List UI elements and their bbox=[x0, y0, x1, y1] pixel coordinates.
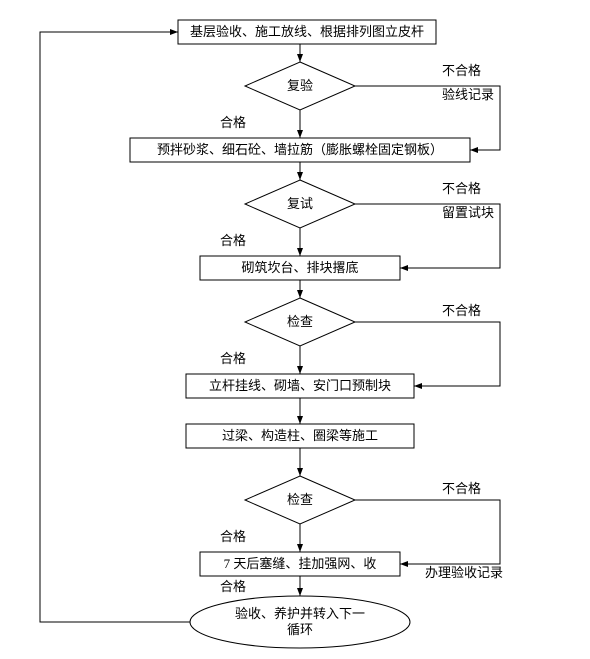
process-label-n4: 立杆挂线、砌墙、安门口预制块 bbox=[209, 378, 391, 393]
edge-label-e14: 合格 bbox=[220, 579, 246, 594]
terminator-label2-n7: 循环 bbox=[287, 622, 313, 637]
decision-label-d2: 复试 bbox=[287, 196, 313, 211]
decision-label-d4: 检查 bbox=[287, 492, 313, 507]
edge-label-e9: 不合格 bbox=[442, 303, 481, 318]
edge-label2-e6: 留置试块 bbox=[442, 205, 494, 220]
terminator-label1-n7: 验收、养护并转入下一 bbox=[235, 606, 365, 621]
decision-label-d1: 复验 bbox=[287, 78, 313, 93]
process-label-n2: 预拌砂浆、细石砼、墙拉筋（膨胀螺栓固定钢板） bbox=[157, 142, 443, 157]
process-label-n5: 过梁、构造柱、圈梁等施工 bbox=[222, 428, 378, 443]
edge-label-e8: 合格 bbox=[220, 351, 246, 366]
edge-label2-e3: 验线记录 bbox=[442, 87, 494, 102]
edge-label-e3: 不合格 bbox=[442, 63, 481, 78]
edge-label2-e13: 办理验收记录 bbox=[425, 565, 503, 580]
edge-label-e2: 合格 bbox=[220, 115, 246, 130]
edge-label-e6: 不合格 bbox=[442, 181, 481, 196]
process-label-n6: 7 天后塞缝、挂加强网、收 bbox=[224, 556, 377, 571]
decision-label-d3: 检查 bbox=[287, 314, 313, 329]
process-label-n3: 砌筑坎台、排块撂底 bbox=[241, 260, 358, 275]
edge-e15 bbox=[40, 32, 190, 622]
flowchart-canvas: 基层验收、施工放线、根据排列图立皮杆复验预拌砂浆、细石砼、墙拉筋（膨胀螺栓固定钢… bbox=[0, 0, 590, 659]
edge-label-e13: 不合格 bbox=[442, 481, 481, 496]
edge-label-e5: 合格 bbox=[220, 233, 246, 248]
edge-label-e12: 合格 bbox=[220, 529, 246, 544]
process-label-n1: 基层验收、施工放线、根据排列图立皮杆 bbox=[190, 24, 424, 39]
